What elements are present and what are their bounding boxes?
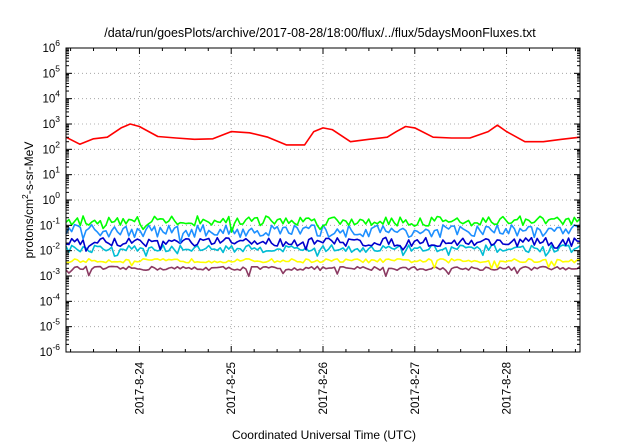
y-tick-label: 103 bbox=[42, 114, 60, 131]
y-tick-label: 10-3 bbox=[40, 266, 61, 283]
x-tick-label: 2017-8-27 bbox=[410, 362, 422, 414]
y-tick-label: 10-2 bbox=[40, 241, 61, 258]
y-tick-label: 10-6 bbox=[40, 342, 61, 359]
y-axis-ticks: 10-6 10-5 10-4 10-3 10-2 10-1 100 101 102 103 104 1… bbox=[40, 38, 580, 359]
y-tick-label: 102 bbox=[42, 139, 60, 156]
series-line-6 bbox=[65, 257, 581, 270]
x-axis-label: Coordinated Universal Time (UTC) bbox=[232, 428, 416, 442]
series-line-5 bbox=[65, 244, 581, 257]
y-tick-label: 105 bbox=[42, 63, 60, 80]
series-line-2 bbox=[65, 215, 581, 233]
y-tick-label: 100 bbox=[42, 190, 60, 207]
series-line-4 bbox=[65, 236, 581, 252]
y-tick-label: 101 bbox=[42, 165, 60, 182]
x-tick-label: 2017-8-25 bbox=[226, 362, 238, 414]
y-axis-label: protons/cm2-s-sr-MeV bbox=[20, 142, 36, 259]
x-tick-label: 2017-8-24 bbox=[134, 361, 146, 414]
y-tick-label: 106 bbox=[42, 38, 60, 55]
x-tick-label: 2017-8-28 bbox=[502, 362, 514, 414]
chart-title: /data/run/goesPlots/archive/2017-08-28/1… bbox=[104, 26, 536, 40]
grid bbox=[66, 48, 580, 352]
y-tick-label: 10-1 bbox=[40, 215, 61, 232]
x-axis-ticks: 2017-8-24 2017-8-25 2017-8-26 2017-8-27 2017… bbox=[70, 48, 576, 414]
series-line-1 bbox=[65, 123, 581, 146]
x-tick-label: 2017-8-26 bbox=[318, 362, 330, 414]
y-tick-label: 10-4 bbox=[40, 291, 61, 308]
y-tick-label: 10-5 bbox=[40, 317, 61, 334]
series-line-7 bbox=[65, 265, 581, 278]
series-layer bbox=[65, 123, 581, 278]
y-tick-label: 104 bbox=[42, 89, 60, 106]
